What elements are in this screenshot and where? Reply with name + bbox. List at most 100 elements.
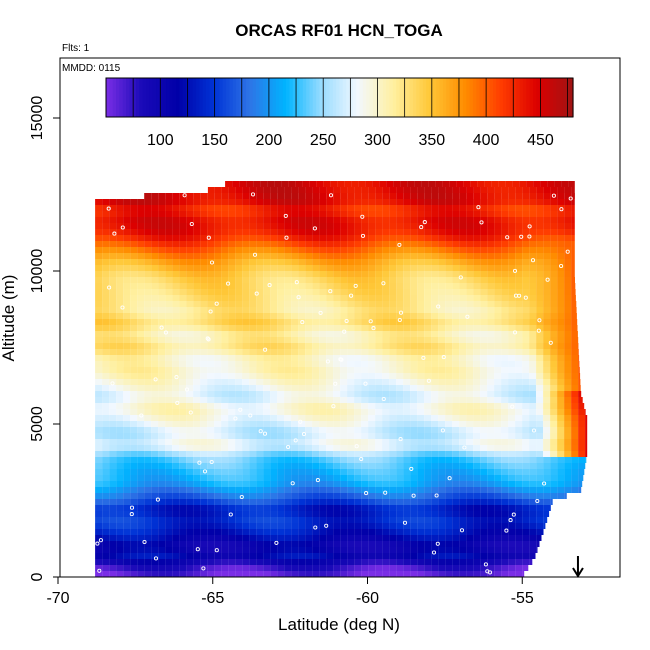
heatmap-cell <box>179 565 187 571</box>
heatmap-cell <box>417 343 425 349</box>
heatmap-cell <box>158 559 166 565</box>
heatmap-cell <box>277 217 285 223</box>
heatmap-cell <box>172 379 180 385</box>
heatmap-cell <box>95 247 103 253</box>
heatmap-cell <box>228 313 236 319</box>
heatmap-cell <box>253 181 261 187</box>
heatmap-cell <box>165 277 173 283</box>
heatmap-cell <box>389 463 397 469</box>
heatmap-cell <box>410 307 418 313</box>
heatmap-cell <box>305 493 313 499</box>
heatmap-cell <box>144 235 152 241</box>
observation-point <box>163 330 168 335</box>
heatmap-cell <box>165 505 173 511</box>
heatmap-cell <box>438 403 446 409</box>
heatmap-cell <box>396 367 404 373</box>
heatmap-cell <box>179 535 187 541</box>
heatmap-cell <box>522 499 530 505</box>
heatmap-cell <box>550 313 558 319</box>
heatmap-cell <box>263 217 271 223</box>
heatmap-cell <box>438 409 446 415</box>
heatmap-cell <box>361 223 369 229</box>
heatmap-cell <box>333 511 341 517</box>
heatmap-cell <box>347 247 355 253</box>
heatmap-cell <box>340 265 348 271</box>
heatmap-cell <box>410 433 418 439</box>
heatmap-cell <box>522 259 530 265</box>
heatmap-cell <box>305 457 313 463</box>
heatmap-cell <box>529 187 537 193</box>
heatmap-cell <box>522 265 530 271</box>
heatmap-cell <box>291 253 299 259</box>
heatmap-cell <box>508 229 516 235</box>
heatmap-cell <box>494 361 502 367</box>
heatmap-cell <box>417 511 425 517</box>
heatmap-cell <box>158 547 166 553</box>
heatmap-cell <box>389 451 397 457</box>
heatmap-cell <box>550 277 558 283</box>
heatmap-cell <box>256 385 264 391</box>
heatmap-cell <box>116 505 124 511</box>
heatmap-cell <box>564 331 572 337</box>
heatmap-cell <box>186 373 194 379</box>
heatmap-cell <box>270 343 278 349</box>
heatmap-cell <box>249 505 257 511</box>
heatmap-cell <box>354 463 362 469</box>
heatmap-cell <box>557 403 565 409</box>
heatmap-cell <box>403 349 411 355</box>
heatmap-cell <box>102 241 110 247</box>
heatmap-cell <box>305 439 313 445</box>
heatmap-cell <box>221 481 229 487</box>
heatmap-cell <box>389 391 397 397</box>
heatmap-cell <box>459 199 467 205</box>
heatmap-cell <box>284 463 292 469</box>
observation-point <box>510 404 515 409</box>
heatmap-cell <box>417 487 425 493</box>
heatmap-cell <box>165 259 173 265</box>
heatmap-cell <box>375 511 383 517</box>
heatmap-cell <box>445 517 453 523</box>
heatmap-cell <box>200 511 208 517</box>
heatmap-cell <box>375 535 383 541</box>
heatmap-cell <box>179 499 187 505</box>
heatmap-cell <box>179 385 187 391</box>
heatmap-cell <box>158 271 166 277</box>
heatmap-cell <box>270 271 278 277</box>
heatmap-cell <box>438 319 446 325</box>
heatmap-cell <box>151 241 159 247</box>
heatmap-cell <box>165 313 173 319</box>
heatmap-cell <box>109 385 117 391</box>
colorbar-segment <box>329 78 334 117</box>
heatmap-cell <box>144 397 152 403</box>
heatmap-cell <box>557 295 565 301</box>
heatmap-cell <box>361 415 369 421</box>
heatmap-cell <box>298 535 306 541</box>
heatmap-cell <box>165 367 173 373</box>
heatmap-cell <box>123 367 131 373</box>
heatmap-cell <box>466 391 474 397</box>
heatmap-cell <box>543 481 551 487</box>
heatmap-cell <box>431 433 439 439</box>
heatmap-cell <box>256 295 264 301</box>
heatmap-cell <box>305 469 313 475</box>
heatmap-cell <box>319 223 327 229</box>
heatmap-cell <box>368 193 376 199</box>
heatmap-cell <box>242 391 250 397</box>
heatmap-cell <box>354 331 362 337</box>
heatmap-cell <box>298 199 306 205</box>
heatmap-cell <box>270 211 278 217</box>
heatmap-cell <box>494 349 502 355</box>
heatmap-cell <box>508 337 516 343</box>
heatmap-cell <box>130 433 138 439</box>
heatmap-cell <box>109 517 117 523</box>
heatmap-cell <box>494 289 502 295</box>
heatmap-cell <box>389 325 397 331</box>
heatmap-cell <box>158 439 166 445</box>
heatmap-cell <box>487 271 495 277</box>
heatmap-cell <box>487 421 495 427</box>
heatmap-cell <box>389 229 397 235</box>
heatmap-cell <box>571 331 578 337</box>
heatmap-cell <box>270 433 278 439</box>
heatmap-cell <box>529 463 537 469</box>
heatmap-cell <box>228 271 236 277</box>
